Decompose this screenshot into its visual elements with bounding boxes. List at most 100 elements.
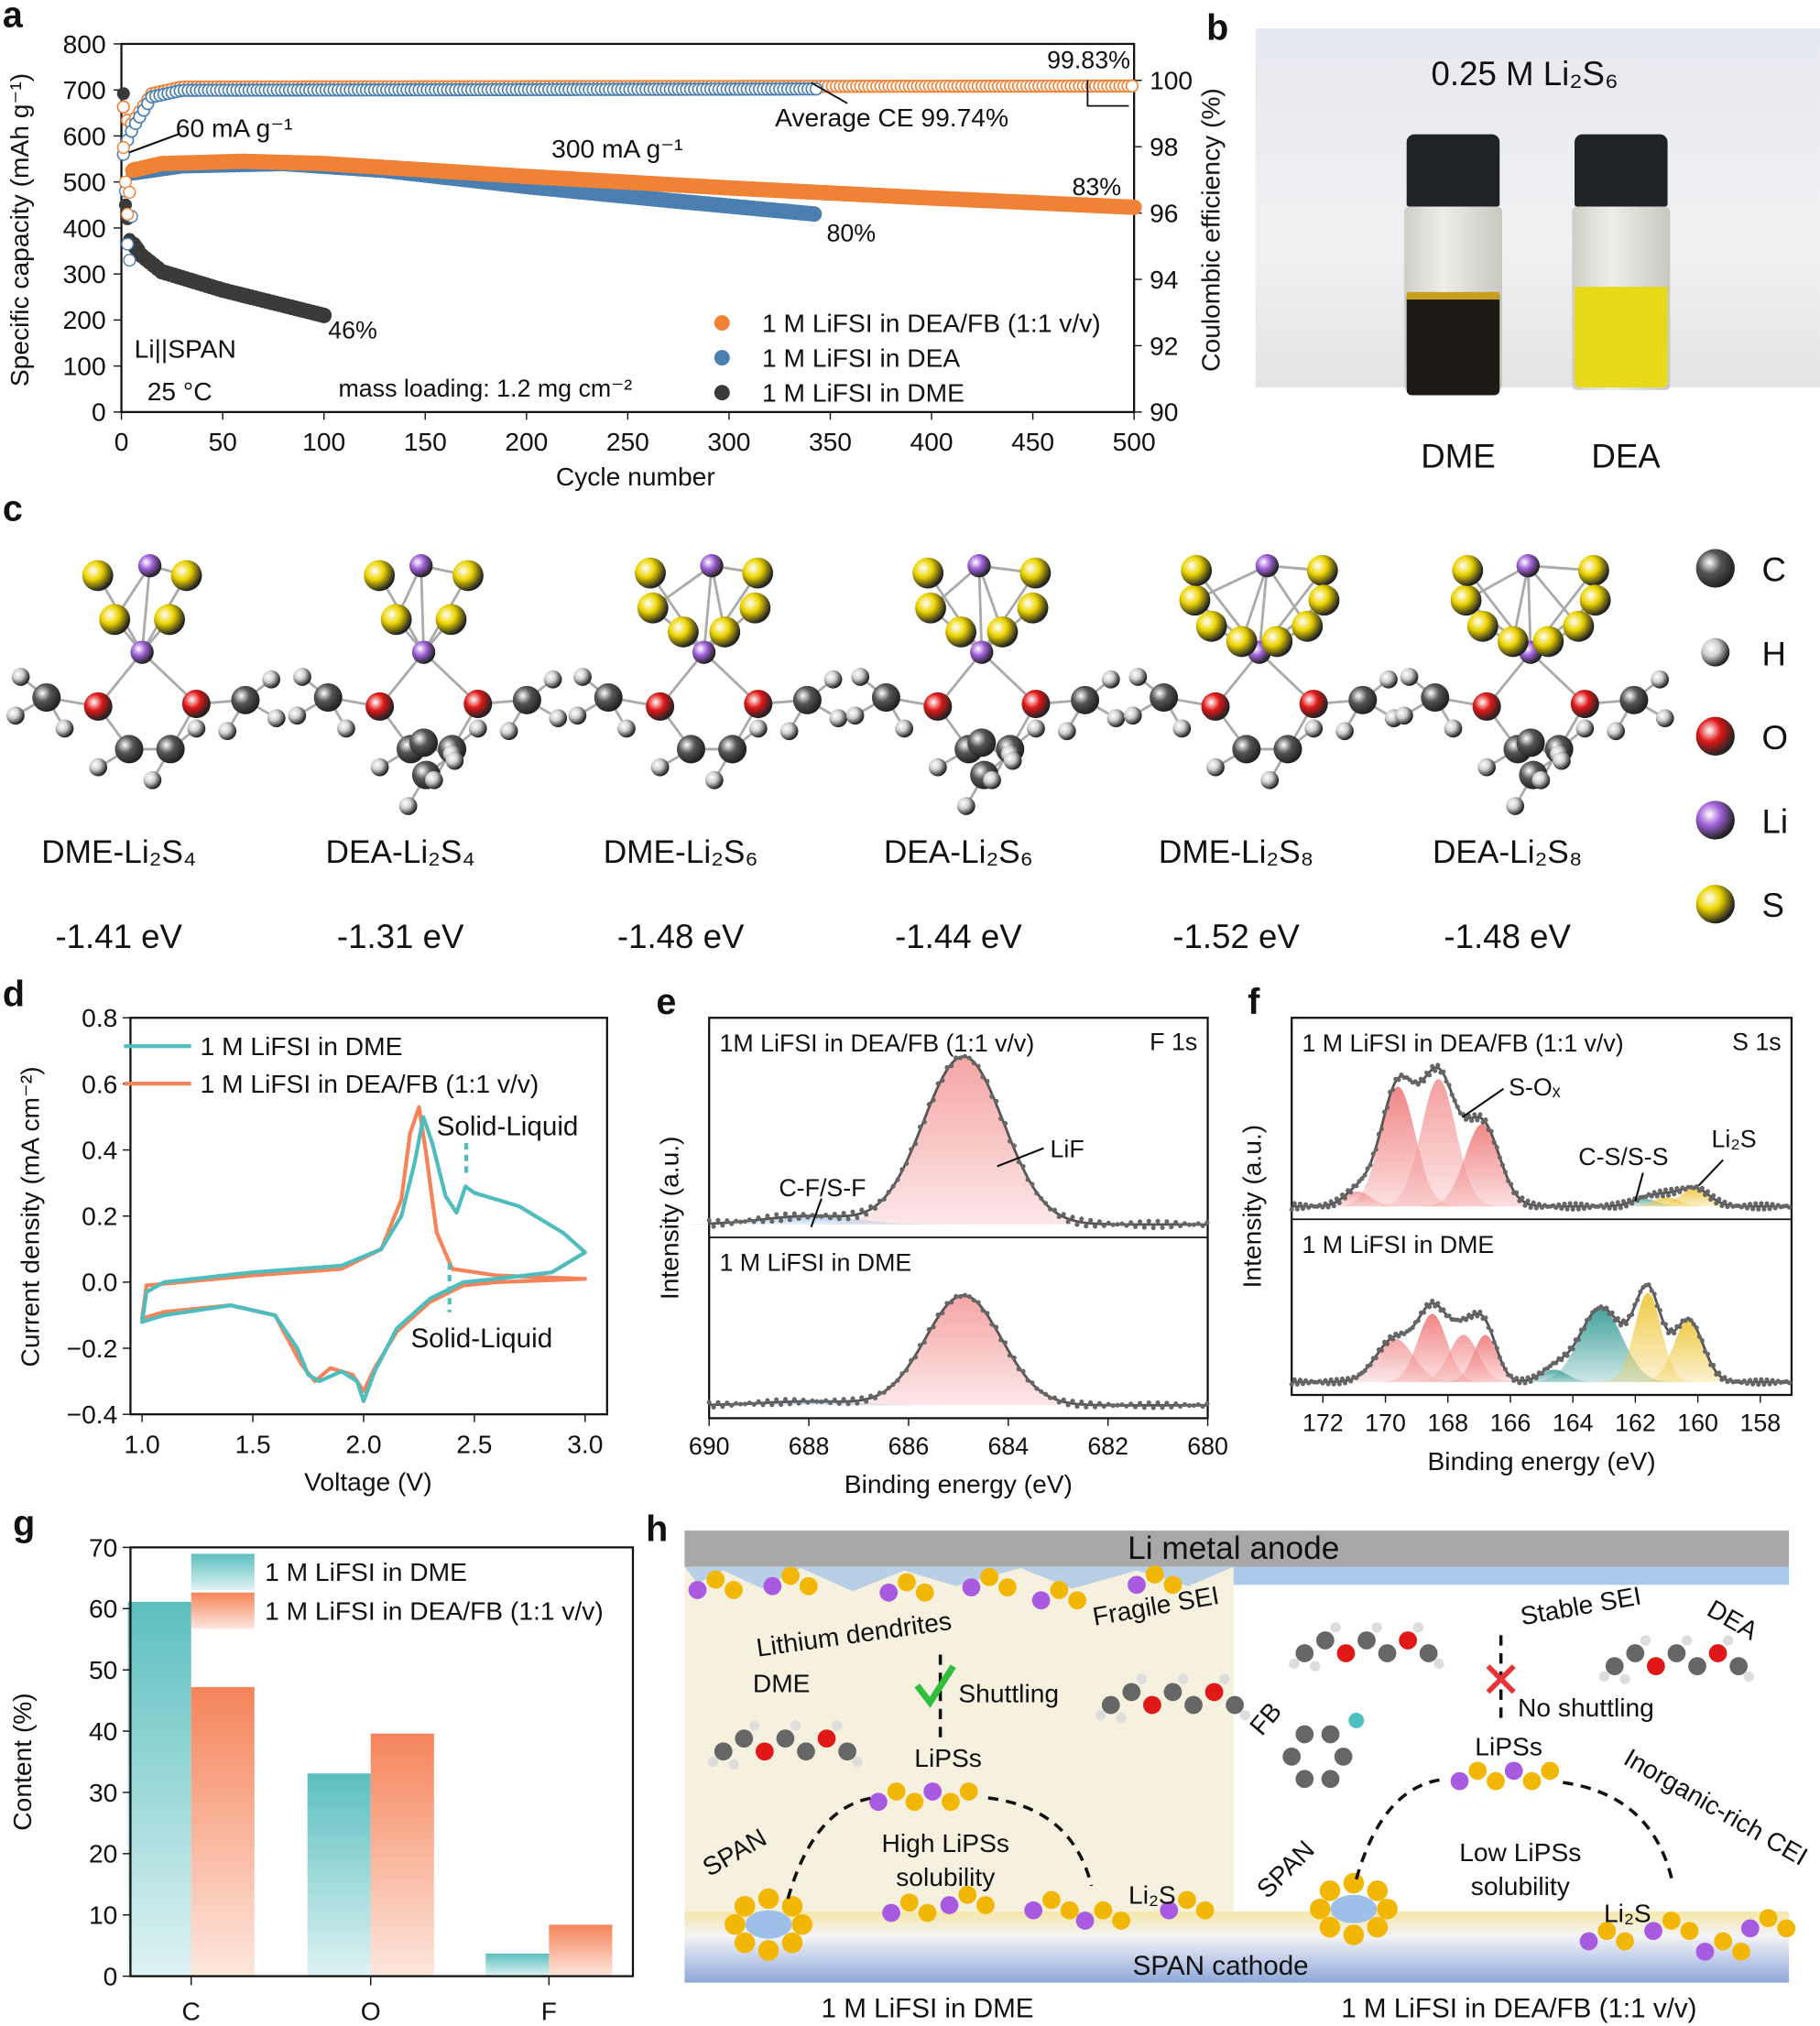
atom	[1321, 1725, 1340, 1744]
data-point	[1336, 1381, 1342, 1387]
data-point	[765, 1214, 770, 1219]
sulfur-atom	[757, 1940, 779, 1961]
data-point	[1744, 1381, 1750, 1387]
atom-O	[1021, 690, 1051, 719]
data-point	[1365, 1166, 1370, 1171]
lips-atom	[1068, 1591, 1086, 1610]
atom-Li	[409, 553, 433, 578]
lips-atom	[1597, 1922, 1617, 1941]
data-point	[1291, 1201, 1297, 1206]
data-point	[1604, 1202, 1609, 1207]
atom-h	[1640, 1635, 1651, 1646]
lips-atom	[958, 1885, 977, 1904]
atom-h	[1239, 1710, 1251, 1721]
legend-atom-label: S	[1762, 887, 1784, 924]
atom	[1143, 1695, 1161, 1715]
data-point	[725, 1400, 730, 1406]
data-point	[1654, 1193, 1660, 1199]
data-point	[1119, 1221, 1125, 1226]
lips-atom	[1178, 1890, 1196, 1910]
data-point	[1128, 1401, 1134, 1407]
data-point	[926, 1327, 932, 1333]
data-point	[1666, 1330, 1672, 1336]
label-li2s: Li₂S	[1712, 1125, 1757, 1152]
data-point	[747, 1217, 752, 1223]
atom-S	[986, 615, 1019, 648]
data-point	[850, 1396, 856, 1401]
atom-S	[99, 604, 131, 636]
sulfur-atom	[1377, 1898, 1398, 1920]
atom-O	[1299, 690, 1328, 719]
structure-name: DEA-Li₂S₈	[1433, 834, 1582, 870]
atom-H	[779, 722, 799, 741]
data-point	[1767, 1381, 1772, 1387]
data-point	[1088, 1400, 1094, 1405]
atom-H	[445, 751, 464, 770]
span-particle	[1330, 1894, 1378, 1923]
atom-h	[1178, 1673, 1189, 1684]
lips-atom	[1128, 1575, 1146, 1595]
atom	[1688, 1657, 1706, 1676]
y2-tick-label: 100	[1150, 66, 1193, 95]
x-tick-label: 680	[1187, 1432, 1228, 1460]
data-point	[1146, 1400, 1151, 1406]
data-point	[1531, 1200, 1536, 1205]
label-span-right: SPAN	[1250, 1835, 1319, 1903]
data-point	[1182, 1401, 1188, 1408]
atom-H	[1206, 757, 1225, 777]
data-point	[841, 1397, 846, 1402]
data-point	[954, 1293, 959, 1299]
data-point	[1007, 1353, 1012, 1358]
fit-peak	[1573, 1197, 1760, 1207]
data-point	[1651, 1190, 1657, 1195]
capacity-point	[116, 140, 130, 155]
data-point	[1124, 1223, 1129, 1228]
data-point	[1520, 1376, 1525, 1381]
atom-H	[337, 719, 355, 738]
y-tick-label: 0	[104, 1961, 118, 1990]
data-point	[1178, 1224, 1183, 1229]
atom-H	[1057, 722, 1076, 741]
panel-label-a: a	[2, 0, 23, 36]
data-point	[1536, 1202, 1542, 1207]
fit-peak	[1591, 1188, 1798, 1207]
x-tick-label: 684	[987, 1432, 1029, 1460]
data-point	[1016, 1160, 1021, 1165]
dme-molecule-2	[1095, 1673, 1251, 1724]
atom-H	[1128, 668, 1148, 686]
ce-point	[116, 87, 130, 101]
data-point	[1581, 1206, 1587, 1212]
data-point	[1486, 1324, 1491, 1331]
data-point	[1137, 1400, 1143, 1406]
data-point	[971, 1061, 976, 1066]
binding-energy: -1.48 eV	[1444, 918, 1571, 955]
bond	[140, 565, 151, 653]
data-point	[1110, 1403, 1116, 1409]
data-point	[1699, 1337, 1705, 1344]
bond	[703, 565, 714, 653]
data-point	[787, 1217, 792, 1223]
data-point	[1354, 1375, 1359, 1380]
atom-H	[1172, 719, 1192, 738]
atom	[1667, 1644, 1686, 1662]
atom-h	[1619, 1673, 1630, 1684]
data-point	[1200, 1223, 1205, 1229]
y-tick-label: 0.8	[82, 1003, 117, 1032]
data-point	[1494, 1345, 1499, 1351]
data-point	[1756, 1382, 1761, 1388]
structure-name: DEA-Li₂S₄	[326, 834, 475, 870]
data-point	[872, 1205, 878, 1211]
atom-C	[114, 735, 144, 764]
data-point	[904, 1160, 910, 1166]
caption-left: 1 M LiFSI in DME	[822, 1994, 1034, 2024]
data-point	[1379, 1127, 1384, 1132]
y2-tick-label: 92	[1150, 331, 1178, 360]
molecule-DEALiS	[1395, 553, 1674, 815]
lips-atom	[1050, 1581, 1069, 1599]
spectrum-label: 1M LiFSI in DEA/FB (1:1 v/v)	[719, 1029, 1034, 1057]
atom-H	[829, 709, 848, 727]
atom-O	[923, 692, 953, 721]
data-point	[1178, 1404, 1183, 1410]
atom-O	[1472, 692, 1501, 721]
data-point	[823, 1213, 829, 1218]
